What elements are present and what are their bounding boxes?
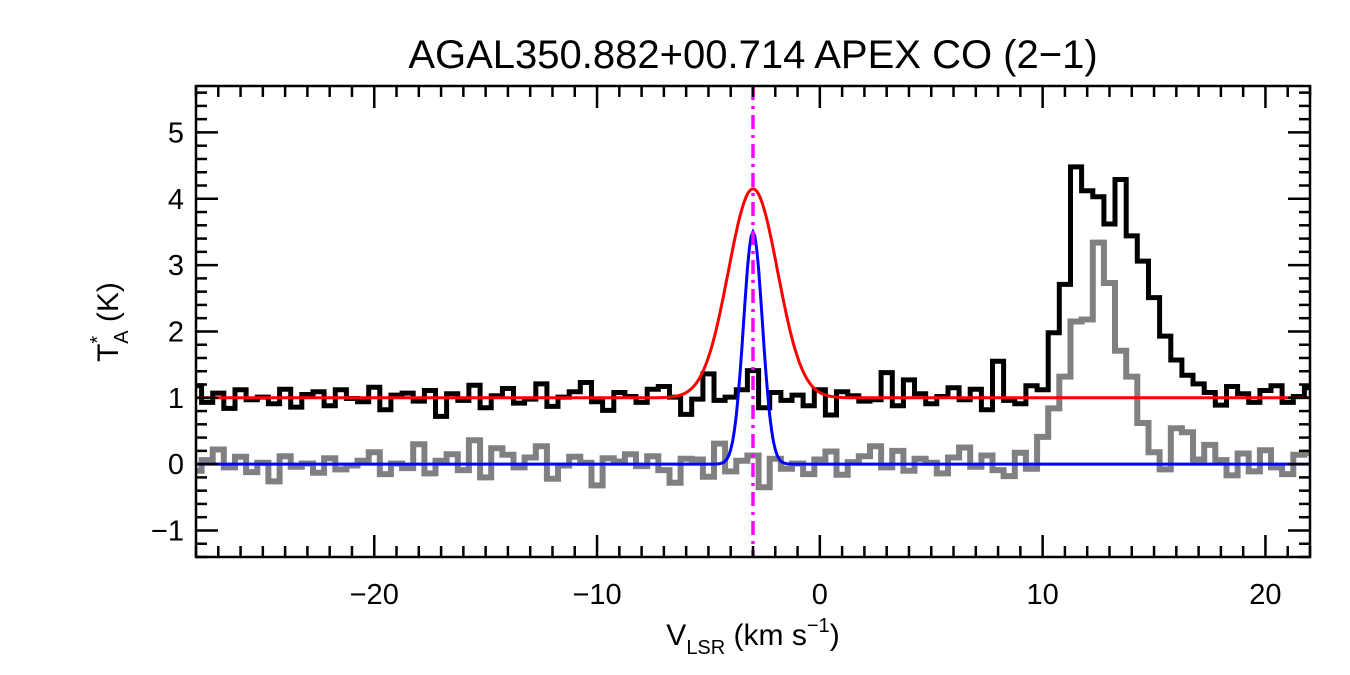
tick-layer (194, 86, 1312, 559)
y-axis-label: T* A (K) (87, 282, 133, 362)
series-layer (196, 164, 1310, 491)
observed-spectrum-line (196, 164, 1310, 419)
y-tick-label: 1 (168, 383, 184, 415)
x-axis-label-sup: −1 (807, 615, 830, 637)
x-tick-label: 20 (1249, 579, 1281, 611)
y-tick-label: 5 (168, 117, 184, 149)
x-tick-label: −10 (572, 579, 621, 611)
y-axis-label-main: T (92, 344, 125, 362)
chart-title: AGAL350.882+00.714 APEX CO (2−1) (408, 33, 1097, 77)
y-tick-label: 4 (168, 184, 184, 216)
x-axis-label: VLSR (km s−1) (666, 615, 839, 659)
y-axis-label-rest: (K) (92, 282, 125, 330)
x-axis-label-rest: (km s (725, 619, 807, 652)
y-tick-label: −1 (151, 515, 184, 547)
x-axis-label-main: V (666, 619, 686, 652)
y-tick-label: 3 (168, 250, 184, 282)
y-tick-label: 0 (168, 449, 184, 481)
y-axis-label-sup: * (87, 336, 109, 344)
x-tick-label: 10 (1027, 579, 1059, 611)
x-axis-label-sub: LSR (686, 637, 725, 659)
residual-spectrum-line (196, 239, 1310, 491)
x-tick-label: 0 (812, 579, 828, 611)
x-tick-label: −20 (350, 579, 399, 611)
y-axis-label-sub: A (111, 330, 133, 344)
x-axis-label-close: ) (830, 619, 840, 652)
y-tick-label: 2 (168, 316, 184, 348)
red-gaussian-fit-line (196, 187, 1310, 400)
